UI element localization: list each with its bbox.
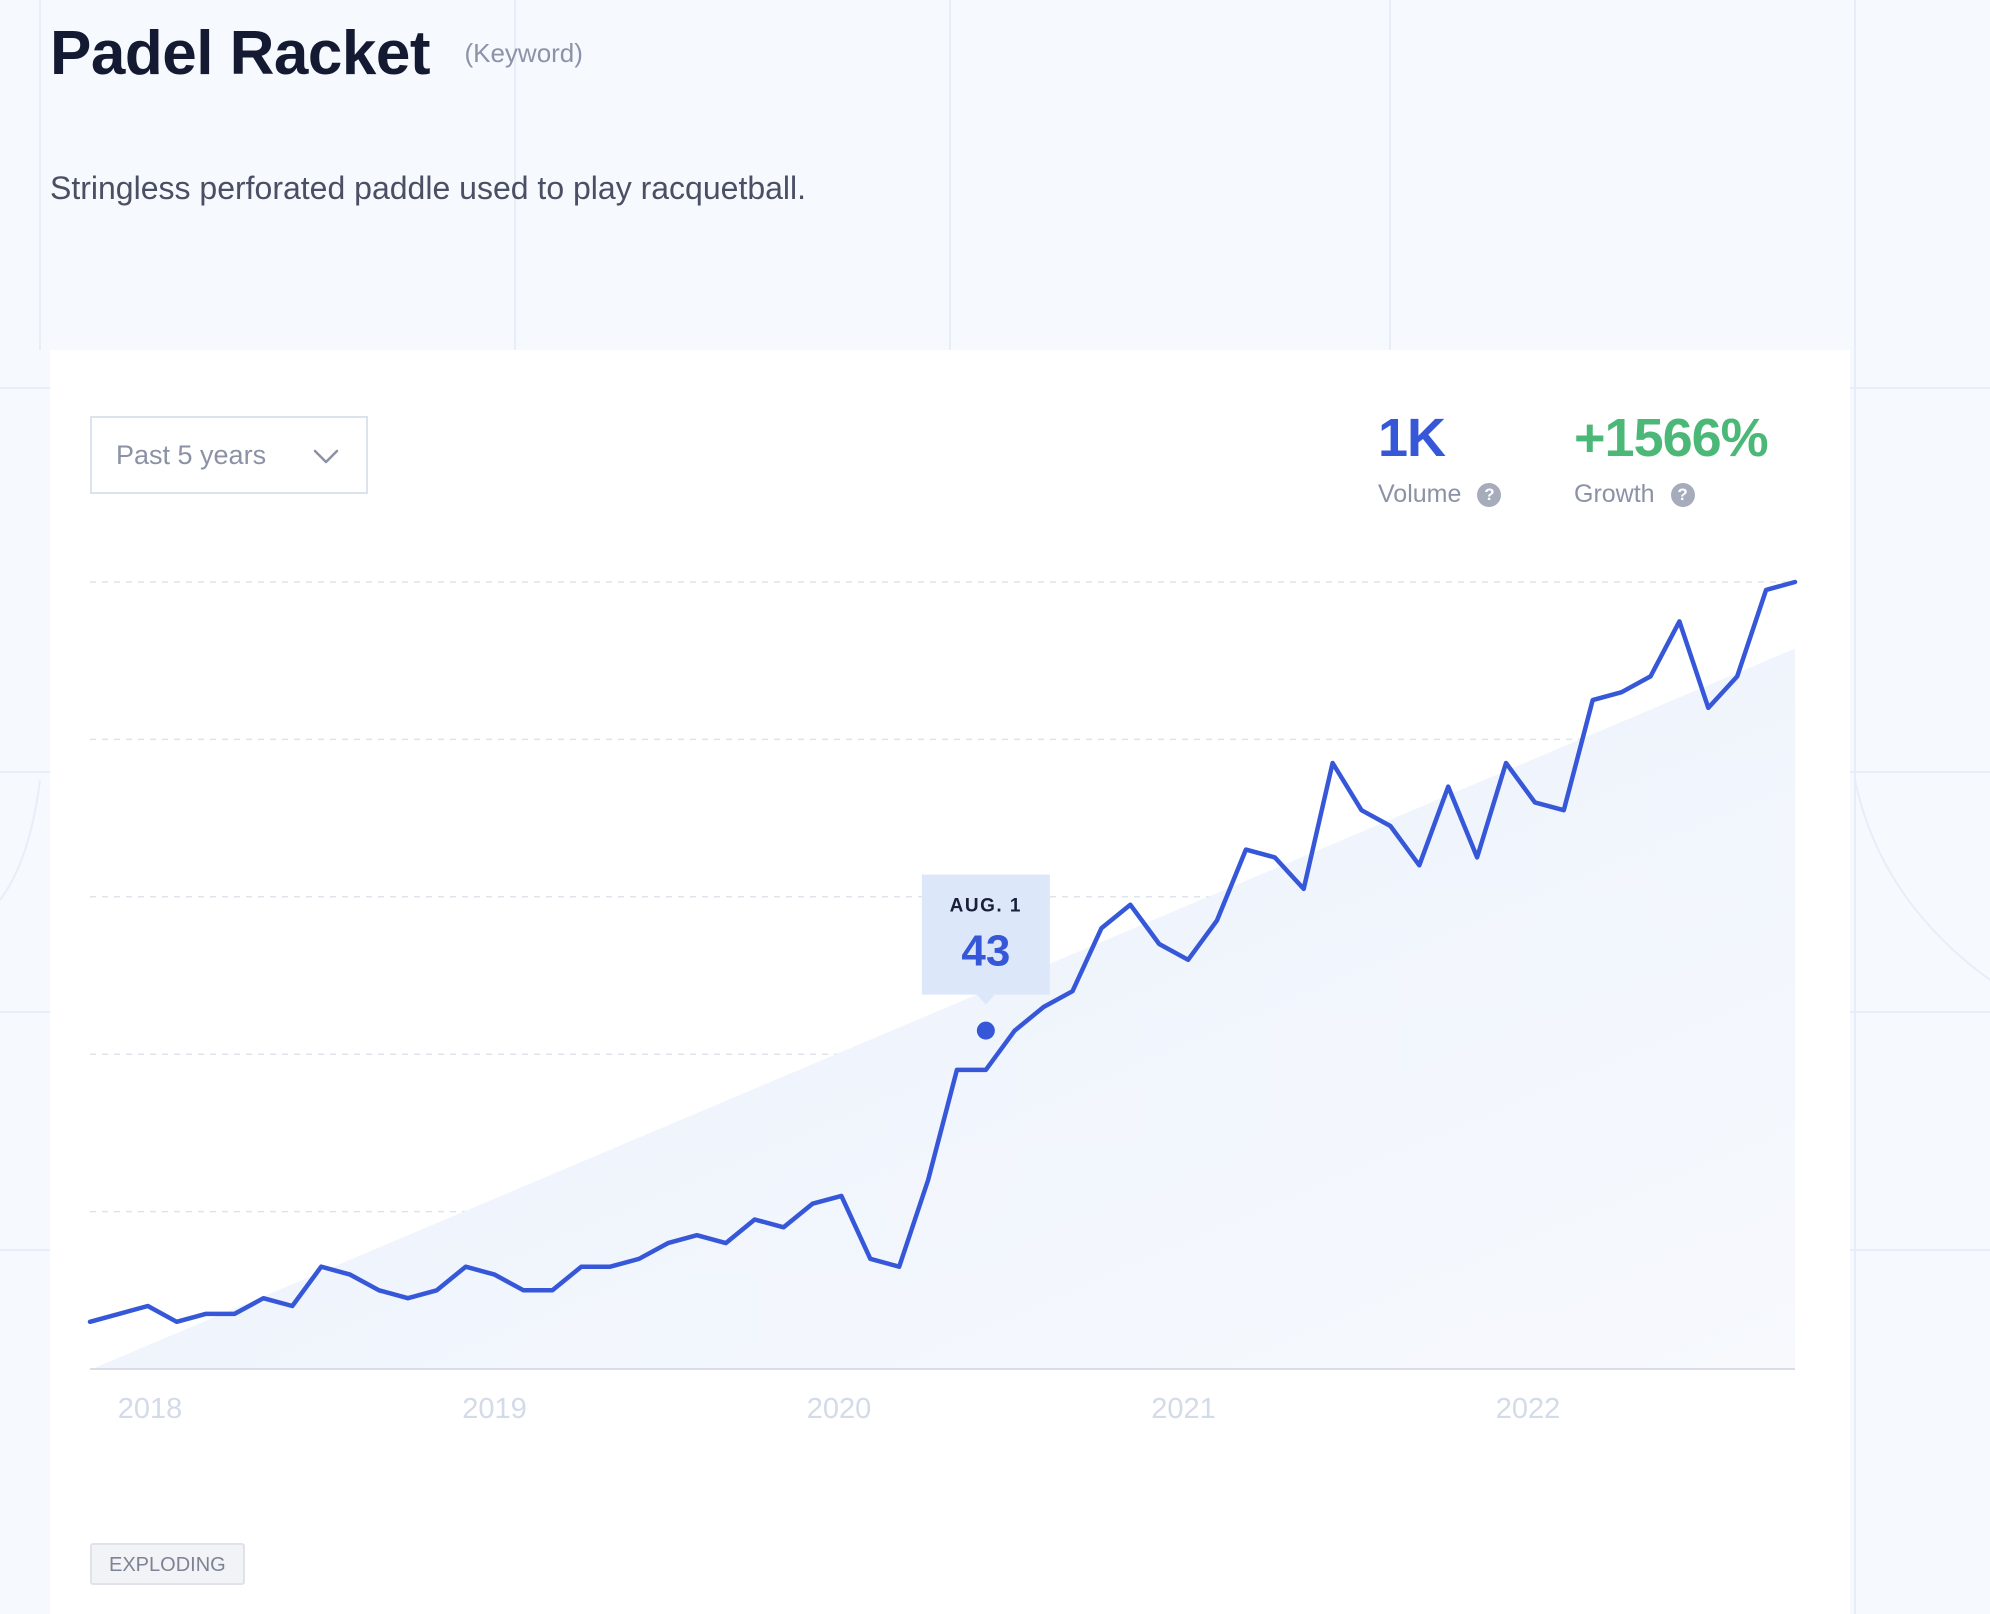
timeframe-selected-label: Past 5 years	[116, 439, 267, 470]
highlight-point	[976, 1021, 995, 1040]
data-point	[1155, 940, 1163, 948]
page-description: Stringless perforated paddle used to pla…	[50, 170, 807, 206]
page-title: Padel Racket	[50, 19, 431, 88]
data-point	[837, 1192, 845, 1200]
growth-label-row: Growth ?	[1574, 480, 1768, 509]
trend-line-chart[interactable]: 2018 2019 2020 2021 2022 AUG. 1 43	[50, 350, 1850, 1614]
data-point	[577, 1263, 585, 1271]
data-point	[693, 1231, 701, 1239]
data-point	[86, 1318, 94, 1326]
data-point	[288, 1302, 296, 1310]
x-tick-label: 2022	[1496, 1393, 1561, 1425]
data-point	[1531, 798, 1539, 806]
series-line	[87, 579, 1798, 1325]
growth-metric: +1566% Growth ?	[1574, 406, 1769, 509]
data-point	[317, 1263, 325, 1271]
data-point	[1242, 846, 1250, 854]
data-point	[808, 1200, 816, 1208]
data-point	[1444, 783, 1452, 791]
volume-label: Volume	[1378, 480, 1462, 508]
volume-value: 1K	[1378, 408, 1446, 468]
page-header: Padel Racket (Keyword)	[50, 18, 583, 89]
data-point	[519, 1286, 527, 1294]
x-tick-label: 2020	[807, 1393, 872, 1425]
timeframe-dropdown[interactable]: Past 5 years	[90, 416, 368, 494]
data-point	[1300, 885, 1308, 893]
data-point	[173, 1318, 181, 1326]
data-point	[751, 1215, 759, 1223]
data-point	[1386, 822, 1394, 830]
data-point	[491, 1271, 499, 1279]
data-point	[433, 1286, 441, 1294]
data-point	[462, 1263, 470, 1271]
data-point	[404, 1294, 412, 1302]
tooltip-date: AUG. 1	[950, 896, 1022, 917]
data-point	[230, 1310, 238, 1318]
tooltip-pointer	[976, 994, 995, 1005]
tooltip-box	[921, 874, 1050, 995]
data-point	[1704, 704, 1712, 712]
data-point	[115, 1310, 123, 1318]
growth-help-icon[interactable]: ?	[1670, 482, 1695, 507]
data-point	[1213, 916, 1221, 924]
data-point	[895, 1263, 903, 1271]
status-badge: EXPLODING	[90, 1543, 245, 1585]
volume-help-icon[interactable]: ?	[1477, 482, 1502, 507]
data-point	[953, 1066, 961, 1074]
data-point	[1358, 806, 1366, 814]
growth-value: +1566%	[1574, 408, 1769, 468]
data-point	[1069, 987, 1077, 995]
data-point	[1502, 759, 1510, 767]
data-point	[144, 1302, 152, 1310]
data-point	[982, 1066, 990, 1074]
data-point	[1560, 806, 1568, 814]
data-point	[1271, 853, 1279, 861]
data-point	[346, 1271, 354, 1279]
data-point	[866, 1255, 874, 1263]
data-point	[635, 1255, 643, 1263]
data-point	[375, 1286, 383, 1294]
data-point	[202, 1310, 210, 1318]
data-point	[1329, 759, 1337, 767]
data-point	[1126, 901, 1134, 909]
trend-area	[91, 648, 1795, 1369]
x-tick-label: 2019	[462, 1393, 527, 1425]
type-tag: (Keyword)	[464, 38, 583, 68]
x-tick-label: 2018	[118, 1393, 183, 1425]
chevron-down-icon	[313, 449, 339, 464]
data-point	[1762, 586, 1770, 594]
data-point	[664, 1239, 672, 1247]
data-point	[1415, 861, 1423, 869]
tooltip-value: 43	[961, 927, 1010, 976]
data-point	[1791, 578, 1799, 586]
data-point	[1473, 853, 1481, 861]
data-point	[1097, 924, 1105, 932]
volume-metric: 1K Volume ?	[1378, 406, 1502, 509]
data-point	[259, 1294, 267, 1302]
data-point	[924, 1176, 932, 1184]
data-point	[722, 1239, 730, 1247]
data-point	[1733, 672, 1741, 680]
data-point	[1589, 696, 1597, 704]
x-tick-label: 2021	[1151, 1393, 1216, 1425]
data-point	[1011, 1027, 1019, 1035]
data-point	[780, 1223, 788, 1231]
data-point	[1040, 1003, 1048, 1011]
data-point	[548, 1286, 556, 1294]
data-point	[1184, 956, 1192, 964]
trend-chart-card: Past 5 years 1K Volume ? +1566% Growth ?…	[50, 350, 1850, 1614]
volume-label-row: Volume ?	[1378, 480, 1502, 509]
data-point	[1675, 617, 1683, 625]
data-point	[606, 1263, 614, 1271]
data-point	[1618, 688, 1626, 696]
data-point	[1647, 672, 1655, 680]
growth-label: Growth	[1574, 480, 1655, 508]
